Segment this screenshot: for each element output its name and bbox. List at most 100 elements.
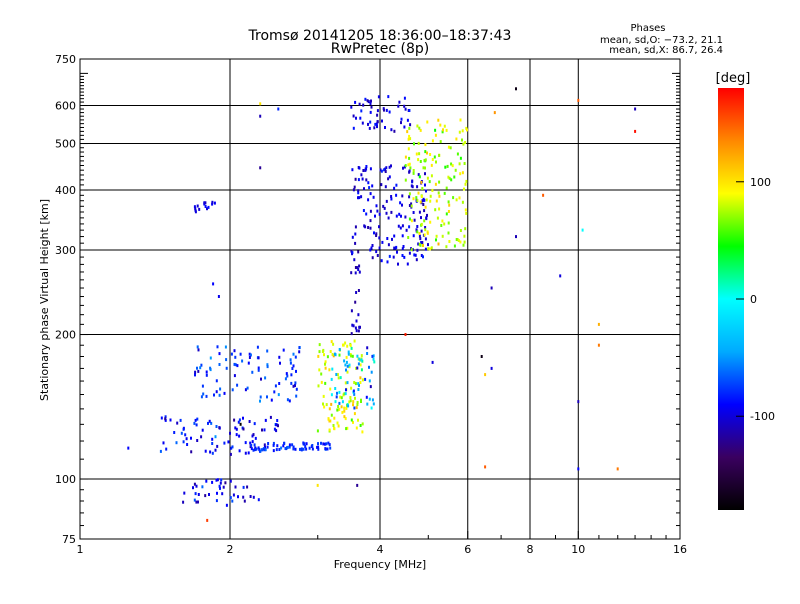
data-point — [408, 251, 411, 255]
data-point — [385, 166, 388, 170]
data-point — [196, 439, 199, 442]
data-point — [434, 208, 437, 212]
data-point — [404, 164, 407, 168]
data-point — [216, 444, 219, 448]
data-point — [211, 480, 214, 484]
data-point — [334, 400, 337, 404]
data-point — [164, 417, 167, 421]
data-point — [363, 224, 366, 228]
data-point — [251, 370, 254, 374]
data-point — [329, 446, 332, 450]
data-point — [209, 356, 212, 360]
data-point — [448, 240, 451, 243]
data-point — [464, 208, 467, 212]
data-point — [417, 191, 420, 195]
data-point — [338, 401, 341, 405]
data-point — [377, 95, 380, 99]
data-point — [244, 441, 247, 445]
data-point — [323, 353, 325, 357]
data-point — [466, 128, 468, 132]
data-point — [344, 417, 347, 421]
data-point — [355, 329, 358, 333]
data-point — [225, 503, 228, 507]
data-point — [358, 270, 361, 274]
data-point — [388, 175, 391, 179]
data-point — [441, 234, 444, 238]
data-point — [266, 363, 269, 367]
data-point — [408, 134, 411, 138]
data-point — [447, 175, 450, 179]
data-point — [424, 237, 427, 241]
data-point — [197, 369, 200, 373]
data-point — [407, 147, 410, 151]
data-point — [424, 183, 426, 187]
data-point — [420, 229, 423, 233]
y-tick-label: 600 — [55, 100, 76, 113]
y-tick-label: 75 — [62, 533, 76, 546]
data-point — [447, 210, 450, 213]
data-point — [387, 177, 390, 181]
data-point — [208, 419, 211, 423]
data-point — [385, 108, 388, 112]
data-point — [418, 242, 421, 246]
data-point — [334, 387, 337, 390]
data-point — [447, 221, 450, 225]
data-point — [410, 219, 413, 223]
data-point — [355, 426, 358, 430]
data-point — [294, 447, 297, 451]
data-point — [295, 394, 298, 398]
data-point — [380, 183, 383, 187]
data-point — [351, 235, 354, 239]
data-point — [559, 274, 562, 278]
data-point — [354, 271, 357, 275]
data-point — [298, 346, 301, 350]
data-point — [205, 373, 208, 377]
data-point — [417, 173, 420, 177]
data-point — [370, 370, 373, 374]
data-point — [211, 451, 214, 455]
data-point — [285, 372, 288, 376]
data-point — [292, 384, 295, 388]
data-point — [311, 447, 314, 451]
data-point — [324, 442, 326, 446]
data-point — [238, 449, 241, 453]
data-point — [387, 243, 390, 247]
data-point — [215, 499, 218, 503]
data-point — [421, 199, 424, 203]
data-point — [419, 160, 422, 163]
data-point — [374, 214, 376, 218]
data-point — [242, 427, 245, 431]
data-point — [252, 448, 255, 452]
data-point — [397, 224, 400, 228]
data-point — [427, 243, 429, 247]
data-point — [408, 225, 411, 229]
data-point — [438, 194, 441, 198]
data-point — [275, 423, 278, 427]
data-point — [369, 385, 372, 389]
data-point — [318, 350, 321, 354]
data-point — [217, 295, 220, 298]
data-point — [194, 208, 197, 212]
data-point — [357, 362, 360, 366]
data-point — [390, 128, 393, 132]
data-point — [332, 424, 335, 427]
data-point — [396, 250, 398, 254]
grid-lines — [80, 59, 680, 539]
data-point — [200, 435, 203, 439]
data-point — [634, 129, 637, 133]
data-point — [237, 420, 240, 424]
data-point — [365, 165, 368, 168]
data-point — [480, 355, 483, 358]
data-point — [336, 421, 339, 425]
data-point — [354, 232, 357, 236]
data-point — [242, 485, 245, 489]
data-point — [329, 419, 332, 423]
data-point — [384, 170, 387, 173]
data-point — [383, 168, 386, 172]
data-point — [350, 418, 353, 422]
data-point — [197, 493, 200, 496]
data-point — [204, 205, 207, 208]
data-point — [244, 451, 247, 455]
data-point — [210, 421, 213, 425]
data-point — [418, 175, 421, 179]
